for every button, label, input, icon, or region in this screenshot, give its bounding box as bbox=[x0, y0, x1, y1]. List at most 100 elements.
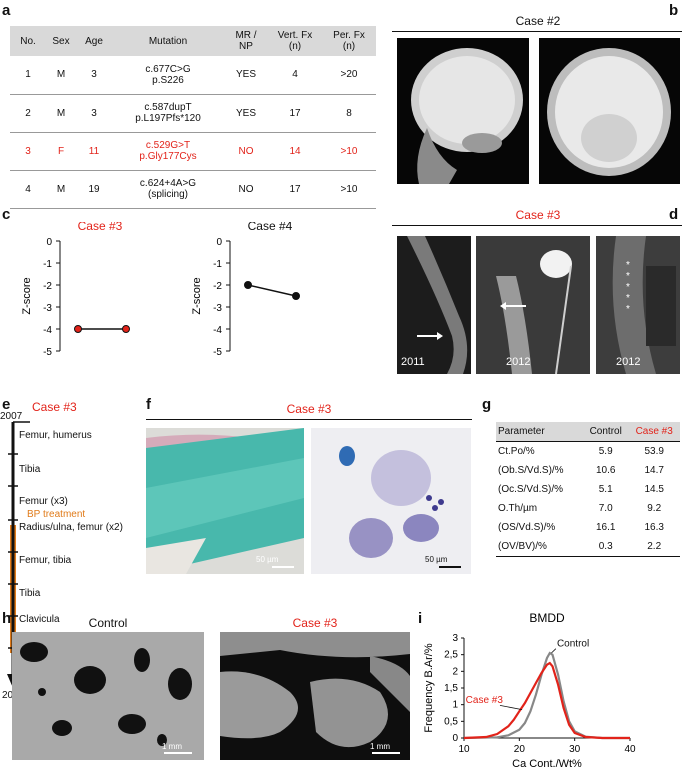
bmdd-y-tick-label: 0 bbox=[452, 733, 458, 744]
zscore-y-axis-label: Z-score bbox=[21, 277, 33, 314]
zscore-tick-label: -3 bbox=[43, 303, 52, 314]
table-row: (OS/Vd.S)/% 16.1 16.3 bbox=[496, 518, 680, 537]
bmdd-y-tick-label: 3 bbox=[452, 633, 458, 644]
bmdd-legend-case3: Case #3 bbox=[466, 695, 504, 706]
table-cell: >20 bbox=[340, 69, 358, 81]
table-header-cell: Vert. Fx (n) bbox=[268, 26, 322, 56]
title-rule bbox=[146, 419, 472, 420]
mri-case-title: Case #2 bbox=[515, 14, 561, 28]
table-header-cell: Per. Fx (n) bbox=[322, 26, 376, 56]
zscore-tick-label: -4 bbox=[213, 325, 222, 336]
bmdd-legend-pointer bbox=[551, 648, 557, 654]
table-cell: M bbox=[56, 183, 66, 195]
bmdd-legend-pointer bbox=[499, 704, 523, 711]
scale-label: 50 µm bbox=[256, 555, 279, 564]
table-cell: O.Th/µm bbox=[498, 503, 538, 514]
zscore-tick-label: -5 bbox=[213, 347, 222, 358]
table-cell: M bbox=[56, 107, 66, 119]
table-cell: 11 bbox=[88, 145, 100, 157]
table-cell: c.529G>T p.Gly177Cys bbox=[139, 140, 197, 162]
zscore-chart-title: Case #3 bbox=[78, 222, 123, 233]
table-cell: M bbox=[56, 69, 66, 81]
xray-case-title: Case #3 bbox=[515, 208, 561, 222]
scale-label: 1 mm bbox=[370, 742, 390, 751]
title-rule bbox=[392, 225, 682, 226]
timeline-start-year: 2007 bbox=[0, 411, 23, 422]
mutation-table: No. Sex Age Mutation MR / NP Vert. Fx (n) Per.… bbox=[10, 26, 376, 209]
zscore-y-axis-label: Z-score bbox=[191, 277, 203, 314]
table-row: 1 M 3 c.677C>G p.S226 YES 4 >20 bbox=[10, 56, 376, 94]
table-cell: 17 bbox=[289, 107, 301, 119]
timeline-event: Femur, tibia bbox=[19, 555, 72, 566]
table-cell: 19 bbox=[88, 183, 100, 195]
xray-year-label: 2012 bbox=[506, 356, 531, 368]
table-header-cell: Age bbox=[76, 26, 112, 56]
table-cell: c.624+4A>G (splicing) bbox=[139, 178, 197, 200]
panel-label-b: b bbox=[669, 2, 679, 19]
panel-label-i: i bbox=[418, 610, 423, 627]
zscore-chart-title: Case #4 bbox=[248, 222, 293, 233]
panel-label-c: c bbox=[2, 206, 11, 223]
zscore-tick-label: -5 bbox=[43, 347, 52, 358]
table-cell: (OV/BV)/% bbox=[498, 541, 547, 552]
table-cell: 16.3 bbox=[644, 522, 664, 533]
timeline-event: Tibia bbox=[19, 588, 41, 599]
panel-label-f: f bbox=[146, 396, 151, 413]
table-cell: 2.2 bbox=[647, 541, 662, 552]
table-cell: 9.2 bbox=[647, 503, 662, 514]
table-cell: Ct.Po/% bbox=[498, 446, 535, 457]
zscore-tick-label: 0 bbox=[216, 237, 222, 248]
table-row: 4 M 19 c.624+4A>G (splicing) NO 17 >10 bbox=[10, 170, 376, 208]
bmdd-x-tick-label: 20 bbox=[514, 744, 526, 755]
zscore-tick-label: -1 bbox=[213, 259, 222, 270]
histology-goldner-image: 50 µm bbox=[146, 428, 304, 574]
bmdd-y-tick-label: 1,5 bbox=[444, 683, 458, 694]
bmdd-series-line bbox=[463, 651, 630, 740]
bmdd-x-tick-label: 30 bbox=[569, 744, 581, 755]
scale-bar bbox=[439, 566, 461, 568]
table-cell: 5.1 bbox=[598, 484, 613, 495]
table-cell: (Ob.S/Vd.S)/% bbox=[498, 465, 564, 476]
table-header-cell: No. bbox=[10, 26, 46, 56]
table-row: 3 F 11 c.529G>T p.Gly177Cys NO 14 >10 bbox=[10, 132, 376, 170]
table-cell: 4 bbox=[25, 183, 31, 195]
table-cell: 0.3 bbox=[598, 541, 613, 552]
table-cell: 1 bbox=[25, 69, 31, 81]
histology-toluidine-image: 50 µm bbox=[311, 428, 471, 574]
table-cell: 17 bbox=[289, 183, 301, 195]
table-cell: 5.9 bbox=[598, 446, 613, 457]
sem-case3-image: 1 mm bbox=[220, 632, 410, 760]
case3-title: Case #3 bbox=[292, 616, 338, 630]
bmdd-title: BMDD bbox=[529, 611, 565, 625]
table-header-cell: Control bbox=[583, 422, 629, 442]
table-cell: YES bbox=[235, 69, 256, 81]
mri-axial-image bbox=[539, 38, 680, 184]
zscore-tick-label: 0 bbox=[46, 237, 52, 248]
scale-bar bbox=[164, 752, 192, 754]
timeline-case-title: Case #3 bbox=[32, 400, 77, 414]
title-rule bbox=[392, 31, 682, 32]
table-cell: 3 bbox=[25, 145, 31, 157]
table-cell: NO bbox=[238, 183, 254, 195]
table-header-cell: Case #3 bbox=[628, 422, 680, 442]
control-title: Control bbox=[88, 616, 128, 630]
table-cell: 3 bbox=[91, 107, 97, 119]
xray-2011-image: 2011 bbox=[397, 236, 471, 374]
bmdd-x-tick-label: 10 bbox=[458, 744, 470, 755]
table-row: O.Th/µm 7.0 9.2 bbox=[496, 499, 680, 518]
zscore-charts: Case #3 Z-score 0 -1 -2 -3 -4 -5 Case #4 Z-score… bbox=[21, 222, 300, 358]
table-cell: YES bbox=[235, 107, 256, 119]
bp-treatment-label: BP treatment bbox=[27, 509, 86, 520]
table-header-cell: Mutation bbox=[112, 26, 224, 56]
bmdd-x-tick-label: 40 bbox=[624, 744, 636, 755]
zscore-line bbox=[247, 284, 297, 297]
table-cell: 14.7 bbox=[644, 465, 664, 476]
panel-label-d: d bbox=[669, 206, 679, 223]
zscore-tick-label: -4 bbox=[43, 325, 52, 336]
table-row: 2 M 3 c.587dupT p.L197Pfs*120 YES 17 8 bbox=[10, 94, 376, 132]
table-cell: 16.1 bbox=[595, 522, 616, 533]
table-cell: NO bbox=[238, 145, 254, 157]
scale-bar bbox=[272, 566, 294, 568]
table-row: Ct.Po/% 5.9 53.9 bbox=[496, 442, 680, 462]
bmdd-y-tick-label: 2 bbox=[452, 666, 458, 677]
